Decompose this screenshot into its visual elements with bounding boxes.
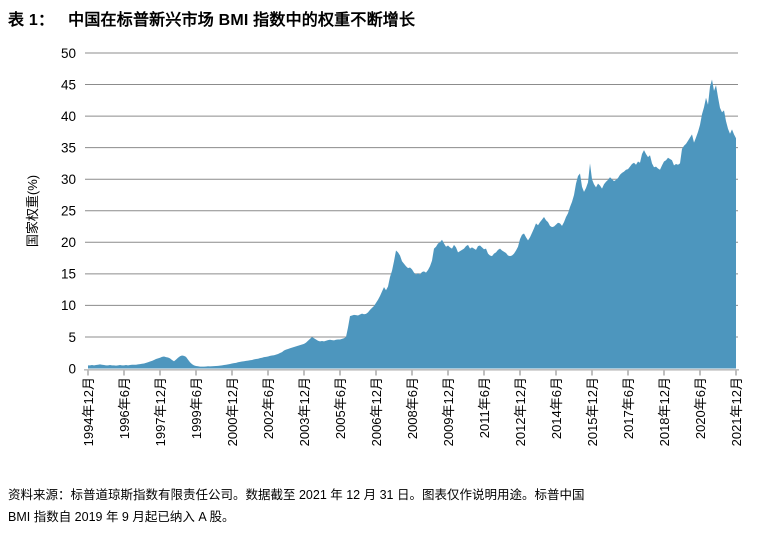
footnote-line-1: 资料来源：标普道琼斯指数有限责任公司。数据截至 2021 年 12 月 31 日… — [8, 488, 585, 502]
figure-title-prefix: 表 1： — [8, 12, 55, 29]
x-axis: 1994年12月 1996年6月 1997年12月 1999年6月 2000年12月 20… — [81, 370, 744, 446]
x-tick-label: 2011年6月 — [477, 377, 492, 438]
y-tick-label: 35 — [61, 141, 76, 156]
y-tick-label: 30 — [61, 172, 76, 187]
figure-title: 表 1： 中国在标普新兴市场 BMI 指数中的权重不断增长 — [8, 6, 415, 30]
x-tick-label: 2018年12月 — [657, 377, 672, 446]
x-tick-label: 2003年12月 — [297, 377, 312, 446]
x-tick-label: 2020年6月 — [693, 377, 708, 439]
x-tick-label: 2008年6月 — [405, 377, 420, 439]
x-tick-label: 1999年6月 — [189, 377, 204, 439]
y-tick-label: 15 — [61, 267, 76, 282]
y-tick-label: 10 — [61, 298, 76, 313]
x-tick-label: 1994年12月 — [81, 377, 96, 446]
y-tick-label: 20 — [61, 235, 76, 250]
x-tick-label: 2012年12月 — [513, 377, 528, 446]
source-footnote: 资料来源：标普道琼斯指数有限责任公司。数据截至 2021 年 12 月 31 日… — [8, 484, 780, 528]
x-tick-label: 1996年6月 — [117, 377, 132, 439]
y-axis-title: 国家权重(%) — [25, 175, 40, 247]
y-tick-label: 0 — [68, 361, 76, 376]
x-tick-label: 2006年12月 — [369, 377, 384, 446]
x-tick-label: 1997年12月 — [153, 377, 168, 446]
y-tick-label: 25 — [61, 204, 76, 219]
figure-title-text: 中国在标普新兴市场 BMI 指数中的权重不断增长 — [68, 12, 416, 29]
china-weight-area-series — [88, 79, 736, 369]
x-tick-label: 2000年12月 — [225, 377, 240, 446]
x-tick-label: 2009年12月 — [441, 377, 456, 446]
y-tick-label: 50 — [61, 46, 76, 61]
x-tick-label: 2017年6月 — [621, 377, 636, 439]
x-tick-label: 2021年12月 — [729, 377, 744, 446]
y-tick-label: 45 — [61, 77, 76, 92]
area-chart: 1994年12月 1996年6月 1997年12月 1999年6月 2000年12月 20… — [25, 46, 744, 447]
x-tick-label: 2005年6月 — [333, 377, 348, 439]
footnote-line-2: BMI 指数自 2019 年 9 月起已纳入 A 股。 — [8, 510, 235, 524]
y-tick-label: 40 — [61, 109, 76, 124]
x-tick-label: 2015年12月 — [585, 377, 600, 446]
x-tick-label: 2002年6月 — [261, 377, 276, 439]
x-tick-label: 2014年6月 — [549, 377, 564, 439]
y-tick-label: 5 — [68, 330, 76, 345]
y-axis: 0 5 10 15 20 25 30 35 40 45 50 — [61, 46, 76, 376]
